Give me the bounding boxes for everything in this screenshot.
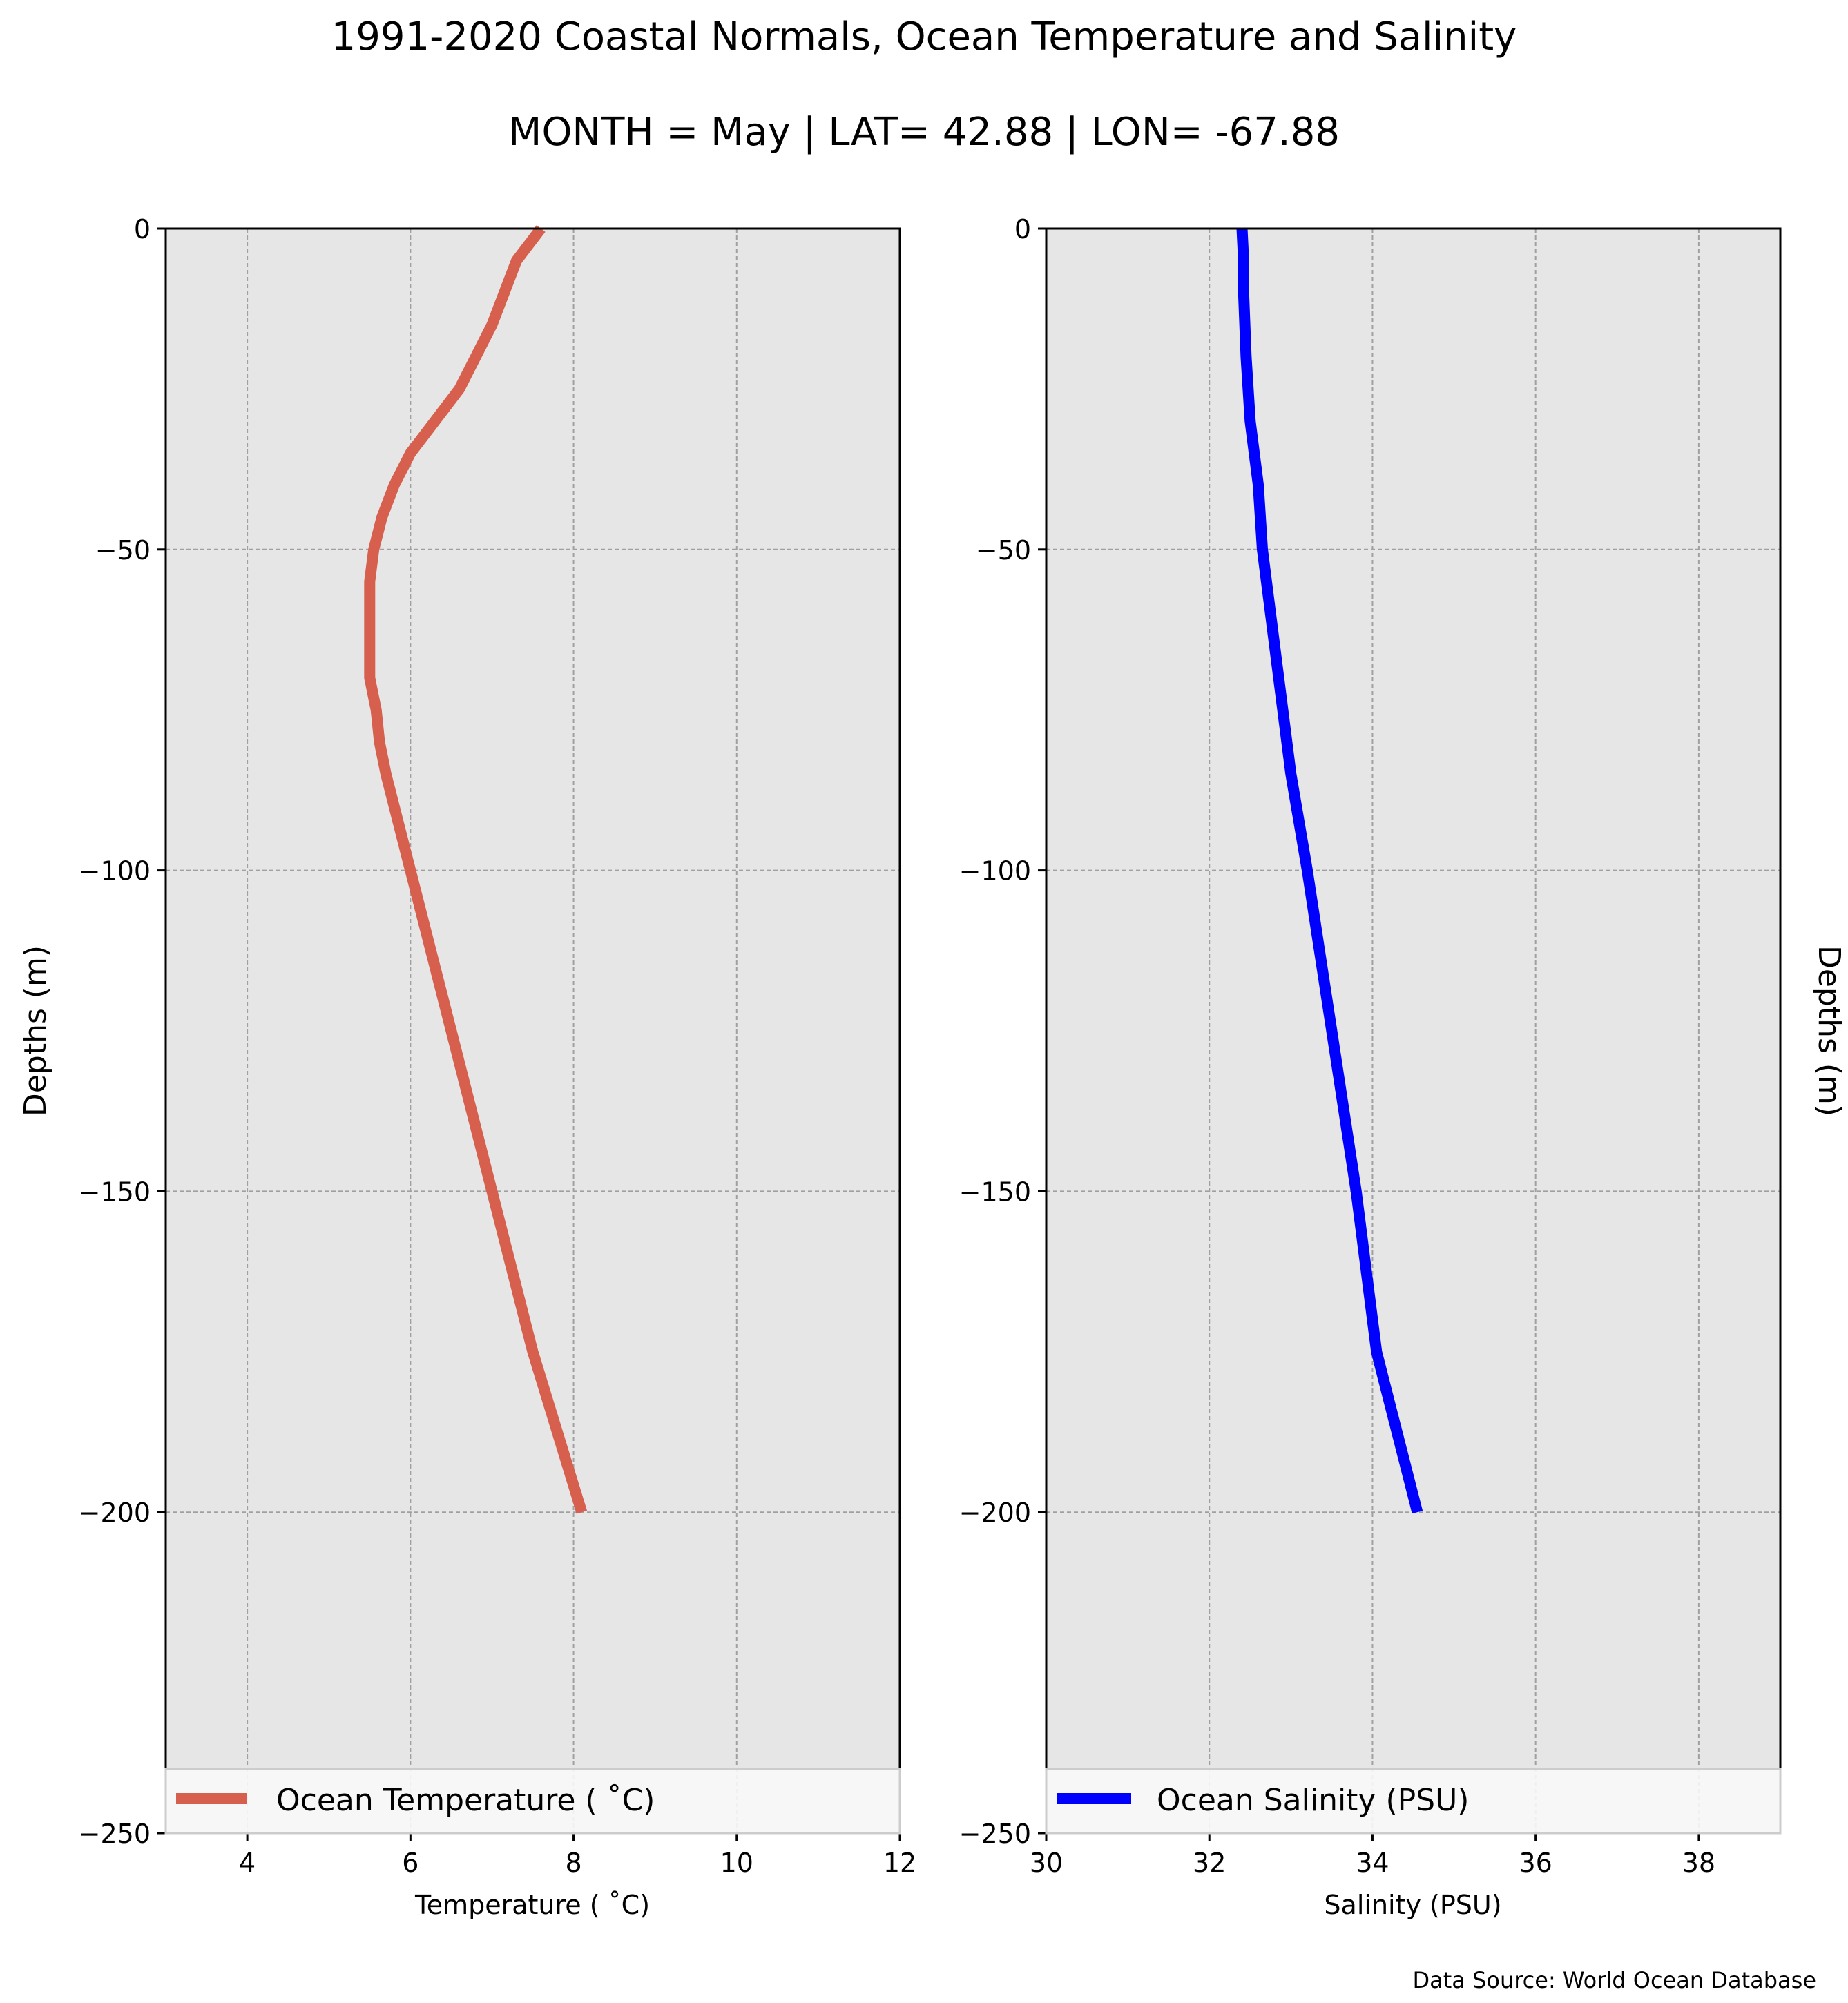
salinity-x-tick-label: 36 [1519, 1848, 1552, 1878]
salinity-y-tick-label: −100 [959, 856, 1031, 887]
temperature-x-axis-label: Temperature ( ˚C) [414, 1890, 650, 1920]
salinity-y-tick-label: 0 [1014, 214, 1031, 244]
salinity-x-tick-label: 32 [1193, 1848, 1226, 1878]
salinity-panel: 30 32 34 36 38 0 −50 −100 −150 −200 −250 Ocean Sal… [959, 214, 1847, 1920]
salinity-y-tick-label: −150 [959, 1177, 1031, 1207]
salinity-y-tick-label: −200 [959, 1498, 1031, 1528]
temperature-y-tick-label: −50 [95, 535, 151, 565]
temperature-x-tick-label: 4 [239, 1848, 256, 1878]
temperature-x-tick-label: 6 [402, 1848, 418, 1878]
salinity-legend[interactable]: Ocean Salinity (PSU) [1045, 1768, 1782, 1835]
salinity-x-tick-label: 38 [1682, 1848, 1715, 1878]
temperature-legend[interactable]: Ocean Temperature ( ˚C) [164, 1768, 901, 1835]
temperature-plot-area [166, 229, 900, 1833]
salinity-x-axis-label: Salinity (PSU) [1324, 1890, 1501, 1920]
temperature-legend-label: Ocean Temperature ( ˚C) [276, 1783, 655, 1818]
temperature-line [364, 225, 588, 1514]
salinity-legend-box [1045, 1768, 1782, 1835]
left-y-axis-label: Depths (m) [18, 945, 53, 1116]
temperature-legend-box [164, 1768, 901, 1835]
temperature-y-tick-label: −100 [79, 856, 151, 887]
salinity-legend-label: Ocean Salinity (PSU) [1157, 1783, 1469, 1818]
temperature-x-tick-label: 10 [720, 1848, 753, 1878]
salinity-line [1236, 228, 1423, 1514]
right-y-axis-label: Depths (m) [1811, 945, 1847, 1116]
temperature-panel: 4 6 8 10 12 0 −50 −100 −150 −200 −250 Ocean Temper… [18, 214, 916, 1920]
temperature-y-tick-label: −200 [79, 1498, 151, 1528]
salinity-x-tick-label: 34 [1356, 1848, 1389, 1878]
chart-title: 1991-2020 Coastal Normals, Ocean Tempera… [331, 14, 1517, 59]
data-source-note: Data Source: World Ocean Database [1412, 1967, 1816, 1993]
temperature-ticks: 4 6 8 10 12 0 −50 −100 −150 −200 −250 [79, 214, 917, 1878]
salinity-ticks: 30 32 34 36 38 0 −50 −100 −150 −200 −250 [959, 214, 1715, 1878]
temperature-y-tick-label: 0 [134, 214, 151, 244]
temperature-y-tick-label: −150 [79, 1177, 151, 1207]
salinity-x-tick-label: 30 [1030, 1848, 1063, 1878]
temperature-y-tick-label: −250 [79, 1819, 151, 1849]
salinity-plot-area [1046, 229, 1780, 1833]
salinity-y-tick-label: −50 [976, 535, 1031, 565]
temperature-x-tick-label: 8 [565, 1848, 581, 1878]
salinity-y-tick-label: −250 [959, 1819, 1031, 1849]
temperature-x-tick-label: 12 [883, 1848, 916, 1878]
chart-subtitle: MONTH = May | LAT= 42.88 | LON= -67.88 [508, 110, 1340, 155]
